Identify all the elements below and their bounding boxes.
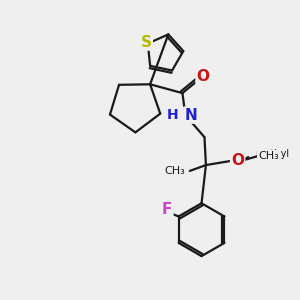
Text: O: O [231, 153, 244, 168]
Text: methyl: methyl [255, 149, 289, 159]
Text: CH₃: CH₃ [259, 151, 280, 161]
Text: H: H [167, 108, 179, 122]
Text: F: F [162, 202, 172, 217]
Text: CH₃: CH₃ [164, 166, 185, 176]
Text: N: N [184, 108, 197, 123]
Text: S: S [141, 34, 152, 50]
Text: O: O [196, 69, 209, 84]
